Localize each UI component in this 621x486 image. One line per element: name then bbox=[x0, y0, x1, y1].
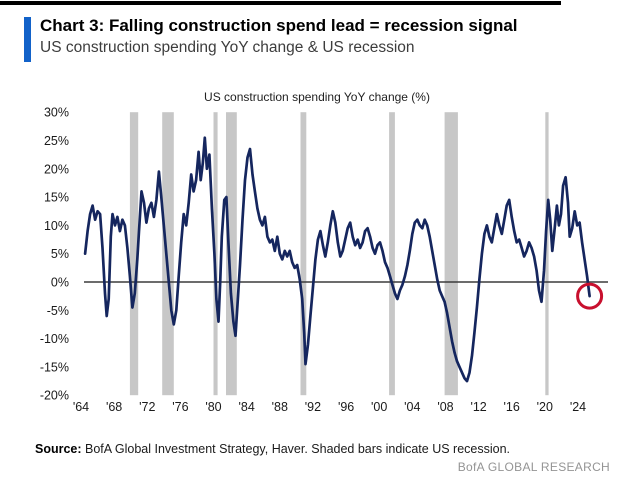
x-tick-label: '72 bbox=[139, 400, 155, 414]
header: Chart 3: Falling construction spend lead… bbox=[40, 14, 611, 58]
y-tick-label: 15% bbox=[44, 191, 69, 205]
construction-spending-line bbox=[83, 136, 591, 383]
x-tick-label: '64 bbox=[73, 400, 89, 414]
x-tick-label: '00 bbox=[371, 400, 387, 414]
x-tick-label: '20 bbox=[537, 400, 553, 414]
y-tick-label: 30% bbox=[44, 106, 69, 120]
latest-point-highlight-circle bbox=[576, 282, 604, 310]
y-tick-label: 0% bbox=[51, 276, 69, 290]
y-tick-label: 5% bbox=[51, 247, 69, 261]
y-tick-label: 10% bbox=[44, 219, 69, 233]
y-tick-label: 20% bbox=[44, 162, 69, 176]
x-tick-label: '84 bbox=[239, 400, 255, 414]
x-tick-label: '12 bbox=[470, 400, 486, 414]
x-tick-label: '16 bbox=[504, 400, 520, 414]
source-text: BofA Global Investment Strategy, Haver. … bbox=[81, 442, 511, 456]
y-tick-label: 25% bbox=[44, 134, 69, 148]
y-tick-label: -5% bbox=[47, 304, 69, 318]
recession-bar bbox=[226, 112, 237, 396]
x-tick-label: '68 bbox=[106, 400, 122, 414]
source-label: Source: bbox=[35, 442, 82, 456]
x-tick-label: '24 bbox=[570, 400, 586, 414]
y-tick-label: -20% bbox=[40, 389, 69, 403]
brand-label: BofA GLOBAL RESEARCH bbox=[457, 460, 610, 474]
x-tick-label: '80 bbox=[205, 400, 221, 414]
recession-bar bbox=[129, 112, 139, 396]
x-tick-label: '04 bbox=[404, 400, 420, 414]
top-black-bar bbox=[0, 1, 561, 5]
accent-bar bbox=[24, 17, 31, 62]
x-tick-label: '76 bbox=[172, 400, 188, 414]
chart-title: US construction spending YoY change (%) bbox=[204, 90, 430, 104]
x-tick-label: '92 bbox=[305, 400, 321, 414]
x-tick-label: '96 bbox=[338, 400, 354, 414]
recession-bar bbox=[162, 112, 174, 396]
x-tick-label: '88 bbox=[272, 400, 288, 414]
source-note: Source: BofA Global Investment Strategy,… bbox=[35, 442, 611, 456]
recession-bar bbox=[389, 112, 395, 396]
page-subtitle: US construction spending YoY change & US… bbox=[40, 39, 415, 56]
y-tick-label: -10% bbox=[40, 332, 69, 346]
recession-bar bbox=[300, 112, 307, 396]
recession-bar bbox=[545, 112, 549, 396]
page-title: Chart 3: Falling construction spend lead… bbox=[40, 16, 518, 35]
y-tick-label: -15% bbox=[40, 360, 69, 374]
x-tick-label: '08 bbox=[437, 400, 453, 414]
